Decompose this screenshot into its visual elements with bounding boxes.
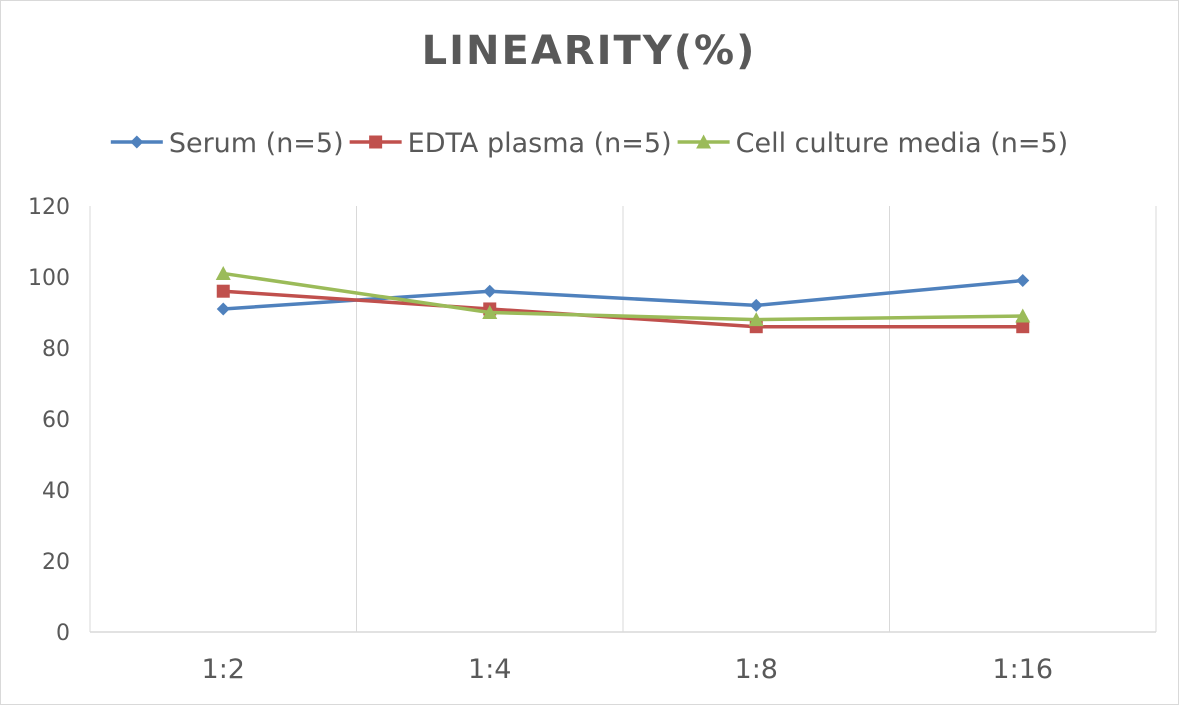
- legend-label: Cell culture media (n=5): [736, 128, 1069, 159]
- series-triangle: [215, 265, 1031, 327]
- x-tick-label: 1:16: [992, 654, 1053, 685]
- legend: Serum (n=5) EDTA plasma (n=5) Cell culture…: [110, 128, 1069, 159]
- legend-item: Cell culture media (n=5): [677, 128, 1069, 159]
- y-tick-label: 120: [28, 195, 70, 220]
- legend-item: Serum (n=5): [110, 128, 344, 159]
- data-point: [482, 305, 498, 319]
- data-point: [748, 312, 764, 327]
- x-tick-label: 1:8: [735, 654, 778, 685]
- legend-marker: [369, 135, 383, 149]
- legend-label: EDTA plasma (n=5): [408, 128, 672, 159]
- y-tick-label: 20: [42, 550, 70, 575]
- grid: [89, 206, 1157, 633]
- x-axis: 1:2 1:4 1:8 1:16: [202, 654, 1054, 685]
- data-point: [216, 284, 230, 298]
- data-point: [216, 302, 230, 316]
- y-tick-label: 60: [42, 408, 70, 433]
- data-point: [1016, 320, 1030, 334]
- legend-swatch-marker: [130, 135, 144, 149]
- legend-item: EDTA plasma (n=5): [349, 128, 672, 159]
- y-tick-label: 40: [42, 479, 70, 504]
- data-point: [749, 298, 763, 312]
- y-axis: 0 20 40 60 80 100 120: [28, 195, 70, 646]
- x-tick-label: 1:4: [468, 654, 511, 685]
- y-tick-label: 100: [28, 266, 70, 291]
- legend-swatch-marker: [696, 134, 712, 149]
- x-tick-label: 1:2: [202, 654, 245, 685]
- data-point: [1016, 274, 1030, 288]
- y-tick-label: 0: [56, 621, 70, 646]
- legend-label: Serum (n=5): [169, 128, 344, 159]
- data-point: [215, 265, 231, 280]
- series-line: [222, 271, 1023, 322]
- legend-marker: [130, 135, 144, 149]
- legend-marker: [696, 134, 712, 149]
- data-point: [483, 284, 497, 298]
- series-layer: [215, 265, 1031, 334]
- y-tick-label: 80: [42, 337, 70, 362]
- legend-swatch-marker: [369, 135, 383, 149]
- series-line: [223, 289, 1023, 329]
- data-point: [1015, 308, 1031, 323]
- chart-title: LINEARITY(%): [422, 28, 757, 74]
